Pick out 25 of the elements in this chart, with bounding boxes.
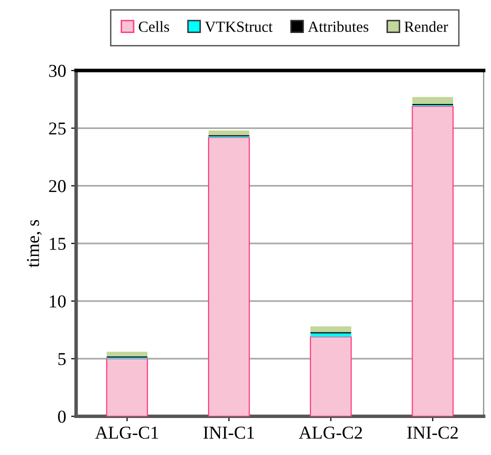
y-tick-label: 0 (58, 410, 66, 423)
bar (310, 333, 352, 337)
y-tick-label: 30 (49, 64, 66, 77)
bar (310, 326, 352, 332)
legend-label: Cells (138, 21, 170, 32)
bar (106, 352, 148, 356)
legend-label: Render (404, 21, 448, 32)
y-tick-label: 20 (49, 180, 66, 192)
bar (208, 130, 250, 136)
x-tick-label: ALG-C1 (95, 426, 158, 439)
bar (106, 358, 148, 416)
x-tick-label: INI-C1 (204, 426, 254, 439)
x-tick-label: ALG-C2 (298, 426, 362, 439)
bar (412, 97, 454, 104)
legend-label: Attributes (308, 21, 368, 32)
y-axis-title: time, s (26, 220, 42, 268)
bar (412, 106, 454, 416)
bar (208, 136, 250, 416)
y-tick-label: 10 (50, 295, 66, 308)
y-tick-label: 5 (58, 353, 66, 366)
legend-label: VTKStruct (204, 22, 273, 32)
y-tick-label: 25 (49, 122, 66, 135)
y-tick-label: 15 (50, 238, 66, 250)
x-tick-label: INI-C2 (407, 426, 458, 439)
bar (310, 336, 352, 416)
